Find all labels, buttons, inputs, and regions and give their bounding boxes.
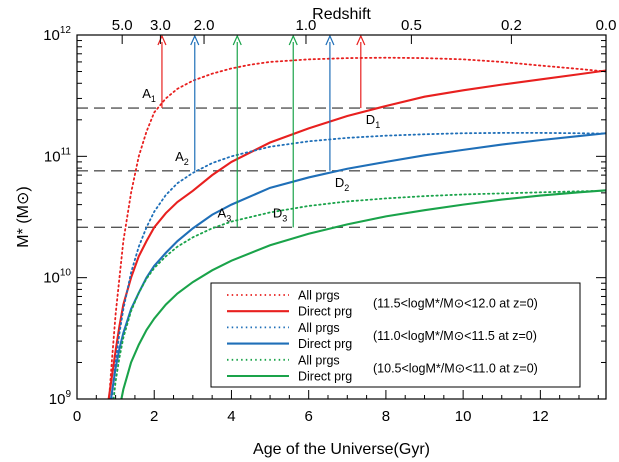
series-line-3 xyxy=(110,132,606,399)
y-tick-exponent: 9 xyxy=(65,389,71,400)
top-axis-title: Redshift xyxy=(312,6,371,23)
y-tick-base: 10 xyxy=(49,391,66,408)
annotation-label-6: D3 xyxy=(273,205,287,223)
y-tick-label-3: 1011 xyxy=(44,146,72,165)
series-line-6 xyxy=(120,189,606,399)
annotation-label-3: A2 xyxy=(175,149,189,167)
top-tick-label-2: 3.0 xyxy=(150,17,171,34)
x-axis-title: Age of the Universe(Gyr) xyxy=(253,441,430,458)
annotation-letter: D xyxy=(366,112,375,127)
arrow-head xyxy=(190,34,200,46)
annotation-label-2: D1 xyxy=(366,112,380,130)
arrow-5 xyxy=(232,34,242,228)
y-tick-exponent: 11 xyxy=(61,146,72,157)
annotation-letter: A xyxy=(218,205,227,220)
top-tick-label-4: 1.0 xyxy=(296,17,317,34)
top-tick-label-6: 0.2 xyxy=(501,17,522,34)
x-tick-label-3: 4 xyxy=(227,408,235,425)
y-tick-base: 10 xyxy=(43,27,60,44)
annotation-letter: A xyxy=(142,86,151,101)
legend-label-2: Direct prg xyxy=(298,305,352,319)
annotation-label-4: D2 xyxy=(335,175,349,193)
plot-frame xyxy=(76,34,607,400)
annotation-label-1: A1 xyxy=(142,86,156,104)
annotation-subscript: 1 xyxy=(375,120,380,130)
y-axis-title: M* (M⊙) xyxy=(15,186,32,247)
annotation-subscript: 1 xyxy=(151,94,156,104)
arrow-head xyxy=(325,34,335,46)
series-line-5 xyxy=(112,189,606,399)
y-tick-label-4: 1012 xyxy=(43,25,71,44)
y-tick-label-2: 1010 xyxy=(43,268,71,287)
top-tick-label-5: 0.5 xyxy=(401,17,422,34)
y-tick-exponent: 12 xyxy=(60,25,72,36)
x-tick-label-2: 2 xyxy=(150,408,158,425)
annotation-subscript: 3 xyxy=(226,213,231,223)
series-group xyxy=(107,56,606,399)
legend-label-1: All prgs xyxy=(298,289,340,303)
y-tick-base: 10 xyxy=(44,148,61,165)
legend-label-6: Direct prg xyxy=(298,370,352,384)
x-tick-label-7: 12 xyxy=(532,408,549,425)
top-tick-label-3: 2.0 xyxy=(194,17,215,34)
arrow-4 xyxy=(325,34,335,171)
top-tick-label-7: 0.0 xyxy=(596,17,617,34)
legend-box xyxy=(210,282,581,388)
annotation-label-5: A3 xyxy=(218,205,232,223)
legend-group-label-3: (10.5<logM*/M⊙<11.0 at z=0) xyxy=(373,361,538,375)
legend: All prgs Direct prg All prgs Direct prg All … xyxy=(210,282,581,388)
annotation-letter: D xyxy=(273,205,282,220)
legend-label-3: All prgs xyxy=(298,321,340,335)
arrow-head xyxy=(356,34,366,46)
top-tick-label-1: 5.0 xyxy=(112,17,133,34)
y-tick-base: 10 xyxy=(43,270,60,287)
arrow-head xyxy=(288,34,298,46)
x-tick-label-6: 10 xyxy=(455,408,472,425)
arrow-head xyxy=(157,34,167,46)
annotation-letter: A xyxy=(175,149,184,164)
legend-label-5: All prgs xyxy=(298,353,340,367)
series-line-4 xyxy=(109,132,606,399)
annotation-letter: D xyxy=(335,175,344,190)
arrow-3 xyxy=(190,34,200,171)
x-tick-label-1: 0 xyxy=(73,408,81,425)
arrow-head xyxy=(232,34,242,46)
arrow-1 xyxy=(157,34,167,109)
x-tick-label-5: 8 xyxy=(382,408,390,425)
annotation-subscript: 3 xyxy=(282,213,287,223)
legend-group-label-2: (11.0<logM*/M⊙<11.5 at z=0) xyxy=(373,329,537,343)
arrow-2 xyxy=(356,34,366,109)
x-tick-label-4: 6 xyxy=(305,408,313,425)
legend-group-label-1: (11.5<logM*/M⊙<12.0 at z=0) xyxy=(373,297,538,311)
arrow-6 xyxy=(288,34,298,228)
y-tick-label-1: 109 xyxy=(49,389,72,408)
legend-label-4: Direct prg xyxy=(298,337,352,351)
annotation-subscript: 2 xyxy=(184,157,189,167)
y-tick-exponent: 10 xyxy=(60,268,72,279)
annotation-subscript: 2 xyxy=(344,183,349,193)
series-line-2 xyxy=(107,69,606,399)
series-line-1 xyxy=(108,56,606,399)
